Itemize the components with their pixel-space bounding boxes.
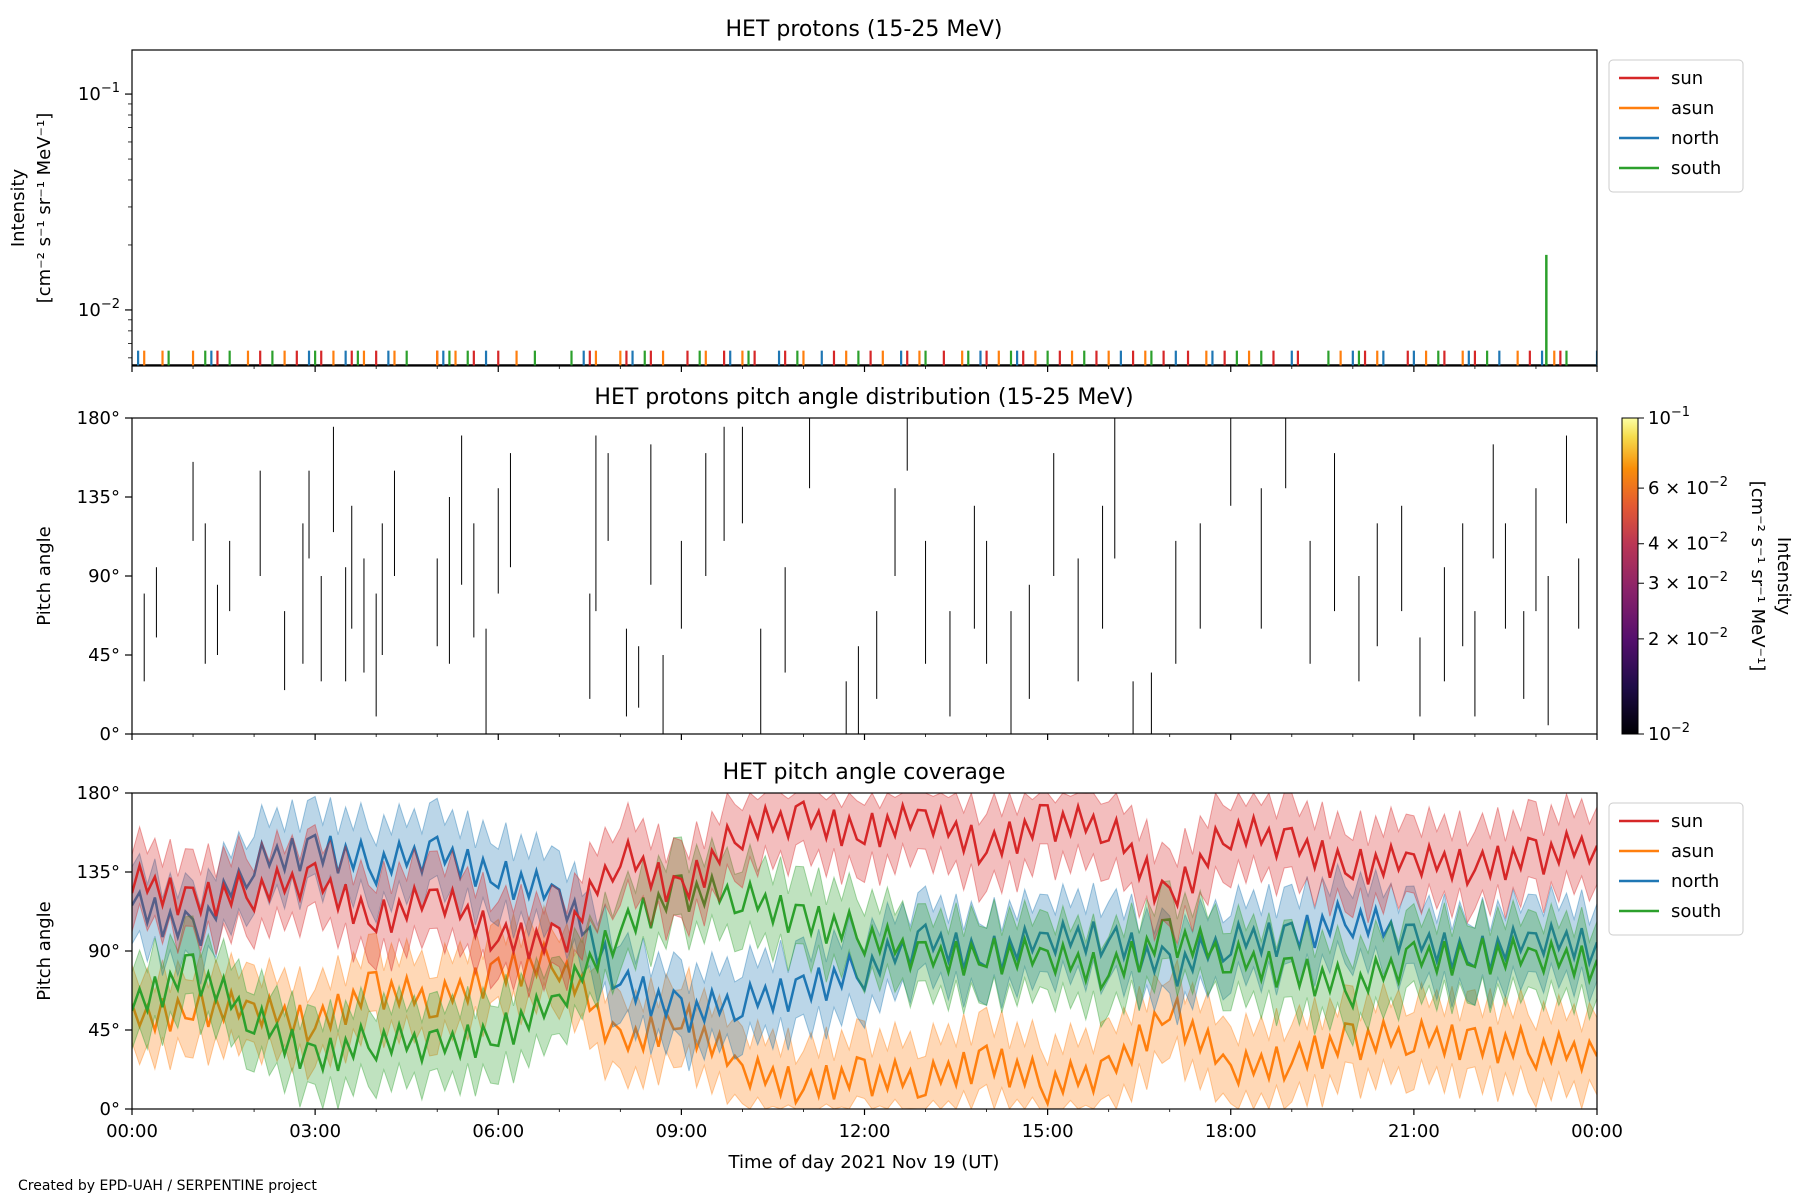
y-tick-label: 180° xyxy=(77,783,120,804)
x-tick-label: 18:00 xyxy=(1205,1121,1257,1142)
y-tick-label: 45° xyxy=(88,1020,120,1041)
legend-label-asun: asun xyxy=(1671,841,1714,862)
panel-pitch-distribution: HET protons pitch angle distribution (15… xyxy=(34,385,1794,745)
colorbar-tick-label: 10−1 xyxy=(1648,405,1690,429)
panel2-plot-area xyxy=(143,418,1580,734)
legend-box xyxy=(1608,59,1744,193)
y-tick-label: 10−2 xyxy=(78,297,120,321)
x-tick-label: 00:00 xyxy=(106,1121,158,1142)
panel3-yaxis: 0° 45° 90° 135° 180° xyxy=(77,783,132,1120)
sun-line xyxy=(132,799,1597,960)
colorbar-axis: 10−1 6 × 10−2 4 × 10−2 3 × 10−2 2 × 10−2 10−2 xyxy=(1638,405,1728,745)
y-tick-label: 0° xyxy=(100,724,120,745)
footer-credit: Created by EPD-UAH / SERPENTINE project xyxy=(18,1178,317,1194)
legend-box xyxy=(1608,802,1744,936)
panel2-title: HET protons pitch angle distribution (15… xyxy=(594,385,1133,410)
legend-label-sun: sun xyxy=(1671,811,1703,832)
x-tick-label: 03:00 xyxy=(289,1121,341,1142)
panel2-xaxis xyxy=(131,734,1598,740)
legend-label-sun: sun xyxy=(1671,68,1703,89)
panel-pitch-coverage: HET pitch angle coverage 0° 45° 90° 135° 180… xyxy=(34,760,1744,1173)
panel1-plot-area xyxy=(132,254,1597,366)
x-tick-label: 00:00 xyxy=(1571,1121,1623,1142)
legend-label-north: north xyxy=(1671,871,1719,892)
panel-intensity: HET protons (15-25 MeV) 10−1 10−2 Intensi… xyxy=(8,17,1744,372)
panel2-ylabel: Pitch angle xyxy=(34,526,55,625)
x-tick-label: 21:00 xyxy=(1388,1121,1440,1142)
sun-band xyxy=(132,793,1597,998)
colorbar-tick-label: 4 × 10−2 xyxy=(1648,531,1728,555)
x-tick-label: 15:00 xyxy=(1022,1121,1074,1142)
asun-line xyxy=(132,939,1597,1108)
colorbar xyxy=(1621,417,1639,735)
north-line xyxy=(132,833,1597,1033)
y-tick-label: 180° xyxy=(77,408,120,429)
panel3-ylabel: Pitch angle xyxy=(34,901,55,1000)
panel1-ylabel-line1: Intensity xyxy=(8,168,29,247)
legend-label-south: south xyxy=(1671,158,1721,179)
x-tick-label: 06:00 xyxy=(472,1121,524,1142)
legend-label-asun: asun xyxy=(1671,98,1714,119)
panel1-title: HET protons (15-25 MeV) xyxy=(726,17,1003,42)
panel1-yaxis: 10−1 10−2 xyxy=(78,81,132,359)
panel3-title: HET pitch angle coverage xyxy=(723,760,1006,785)
panel3-plot-area xyxy=(132,793,1597,1109)
panel3-legend: sun asun north south xyxy=(1608,802,1744,936)
y-tick-label: 90° xyxy=(88,566,120,587)
colorbar-label-line1: Intensity xyxy=(1773,537,1794,616)
legend-label-south: south xyxy=(1671,901,1721,922)
panel1-ylabel-line2: [cm⁻² s⁻¹ sr⁻¹ MeV⁻¹] xyxy=(34,113,55,304)
colorbar-tick-label: 6 × 10−2 xyxy=(1648,475,1728,499)
north-band xyxy=(132,795,1597,1072)
x-axis-label: Time of day 2021 Nov 19 (UT) xyxy=(728,1152,1000,1173)
y-tick-label: 135° xyxy=(77,487,120,508)
y-tick-label: 90° xyxy=(88,941,120,962)
panel1-frame xyxy=(131,49,1598,367)
panel1-legend: sun asun north south xyxy=(1608,59,1744,193)
y-tick-label: 10−1 xyxy=(78,81,120,105)
colorbar-tick-label: 3 × 10−2 xyxy=(1648,570,1728,594)
y-tick-label: 135° xyxy=(77,862,120,883)
south-line xyxy=(132,871,1597,1075)
y-tick-label: 0° xyxy=(100,1099,120,1120)
legend-label-north: north xyxy=(1671,128,1719,149)
y-tick-label: 45° xyxy=(88,645,120,666)
panel2-yaxis: 0° 45° 90° 135° 180° xyxy=(77,408,132,745)
colorbar-tick-label: 10−2 xyxy=(1648,721,1690,745)
x-tick-label: 12:00 xyxy=(839,1121,891,1142)
panel1-xaxis xyxy=(131,366,1598,372)
x-tick-label: 09:00 xyxy=(655,1121,707,1142)
panel3-xaxis: 00:00 03:00 06:00 09:00 12:00 15:00 18:00 21:00… xyxy=(106,1109,1623,1142)
colorbar-tick-label: 2 × 10−2 xyxy=(1648,626,1728,650)
colorbar-label-line2: [cm⁻² s⁻¹ sr⁻¹ MeV⁻¹] xyxy=(1747,481,1768,672)
